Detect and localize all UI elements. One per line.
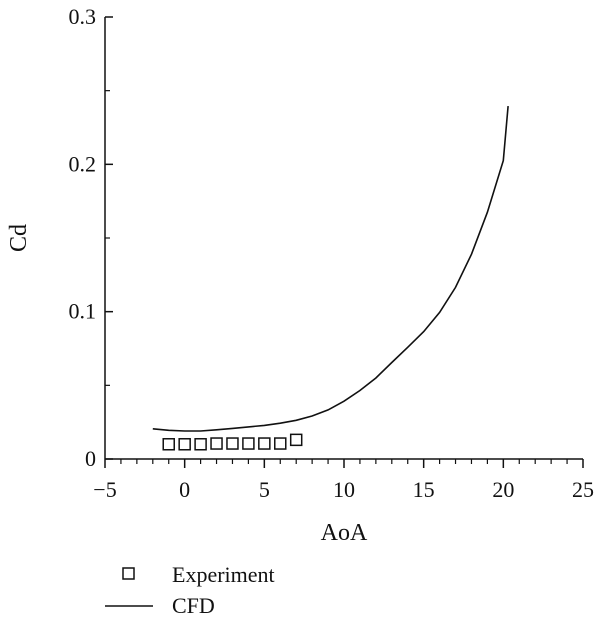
axes xyxy=(104,17,583,460)
x-tick-label: 15 xyxy=(413,477,435,502)
x-tick-label: 25 xyxy=(572,477,594,502)
experiment-point xyxy=(194,438,207,451)
experiment-point xyxy=(274,437,287,450)
experiment-point xyxy=(226,437,239,450)
y-tick-label: 0.2 xyxy=(69,151,97,176)
x-tick-label: 0 xyxy=(179,477,190,502)
series-cfd xyxy=(152,106,509,432)
y-tick-label: 0.3 xyxy=(69,4,97,29)
legend: Experiment CFD xyxy=(105,562,275,618)
x-tick-label: −5 xyxy=(93,477,116,502)
legend-marker-open-square xyxy=(122,567,135,580)
cfd-line xyxy=(152,106,509,432)
x-tick-label: 5 xyxy=(259,477,270,502)
legend-item-cfd: CFD xyxy=(105,593,215,618)
x-tick-label: 10 xyxy=(333,477,355,502)
experiment-point xyxy=(242,437,255,450)
legend-label-experiment: Experiment xyxy=(172,562,275,587)
series-experiment xyxy=(162,433,303,451)
legend-item-experiment: Experiment xyxy=(122,562,275,587)
y-tick-label: 0.1 xyxy=(69,299,97,324)
y-tick-label: 0 xyxy=(85,446,96,471)
y-ticks: 0 0.1 0.2 0.3 xyxy=(69,4,113,471)
y-axis-title: Cd xyxy=(6,224,32,252)
experiment-point xyxy=(178,438,191,451)
experiment-point xyxy=(289,433,303,447)
x-axis-title: AoA xyxy=(321,520,368,546)
experiment-point xyxy=(258,437,271,450)
x-tick-label: 20 xyxy=(492,477,514,502)
experiment-point xyxy=(210,437,223,450)
experiment-point xyxy=(162,438,175,451)
legend-label-cfd: CFD xyxy=(172,593,215,618)
x-ticks: −5 0 5 10 15 20 25 xyxy=(93,459,594,502)
